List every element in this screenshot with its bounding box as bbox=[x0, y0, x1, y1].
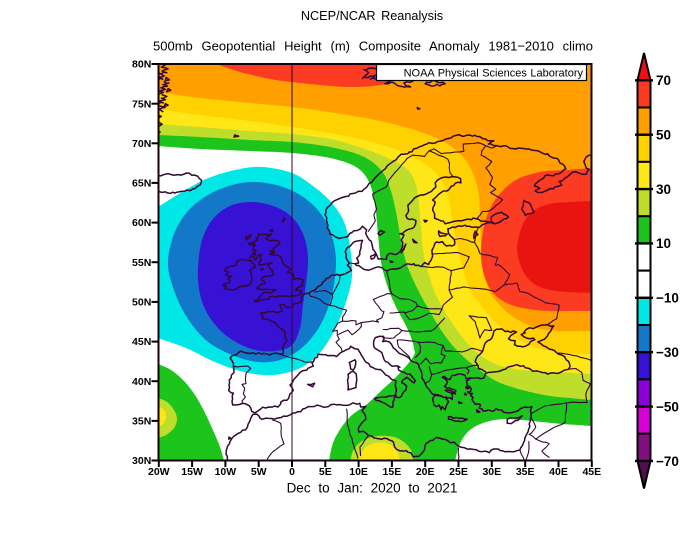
svg-text:40N: 40N bbox=[132, 376, 151, 388]
svg-text:10W: 10W bbox=[215, 466, 237, 478]
svg-text:−50: −50 bbox=[656, 399, 679, 414]
svg-text:5E: 5E bbox=[319, 466, 332, 478]
svg-text:25E: 25E bbox=[449, 466, 468, 478]
svg-text:−30: −30 bbox=[656, 345, 679, 360]
svg-text:−70: −70 bbox=[656, 454, 679, 469]
svg-text:5W: 5W bbox=[251, 466, 267, 478]
svg-text:30N: 30N bbox=[132, 455, 151, 467]
svg-text:NOAA Physical Sciences Laborat: NOAA Physical Sciences Laboratory bbox=[404, 68, 584, 80]
svg-text:70N: 70N bbox=[132, 138, 151, 150]
svg-text:65N: 65N bbox=[132, 178, 151, 190]
svg-text:70: 70 bbox=[656, 73, 671, 88]
svg-text:30: 30 bbox=[656, 182, 671, 197]
svg-text:75N: 75N bbox=[132, 98, 151, 110]
svg-text:50: 50 bbox=[656, 127, 671, 142]
svg-text:NCEP/NCAR Reanalysis: NCEP/NCAR Reanalysis bbox=[301, 9, 443, 23]
svg-text:30E: 30E bbox=[482, 466, 501, 478]
svg-text:20E: 20E bbox=[416, 466, 435, 478]
svg-text:80N: 80N bbox=[132, 59, 151, 71]
svg-text:55N: 55N bbox=[132, 257, 151, 269]
svg-text:Dec to Jan: 2020 to 2021: Dec to Jan: 2020 to 2021 bbox=[287, 481, 458, 496]
svg-text:0: 0 bbox=[289, 466, 295, 478]
svg-text:500mb Geopotential Height (m): 500mb Geopotential Height (m) Composite … bbox=[153, 39, 593, 54]
svg-text:10E: 10E bbox=[349, 466, 368, 478]
svg-text:35E: 35E bbox=[516, 466, 535, 478]
svg-text:15E: 15E bbox=[383, 466, 402, 478]
svg-text:20W: 20W bbox=[148, 466, 170, 478]
svg-text:45E: 45E bbox=[582, 466, 601, 478]
svg-text:35N: 35N bbox=[132, 416, 151, 428]
svg-text:15W: 15W bbox=[181, 466, 203, 478]
svg-text:45N: 45N bbox=[132, 336, 151, 348]
svg-text:10: 10 bbox=[656, 236, 671, 251]
svg-text:−10: −10 bbox=[656, 291, 679, 306]
svg-text:40E: 40E bbox=[549, 466, 568, 478]
svg-text:50N: 50N bbox=[132, 297, 151, 309]
svg-text:60N: 60N bbox=[132, 217, 151, 229]
